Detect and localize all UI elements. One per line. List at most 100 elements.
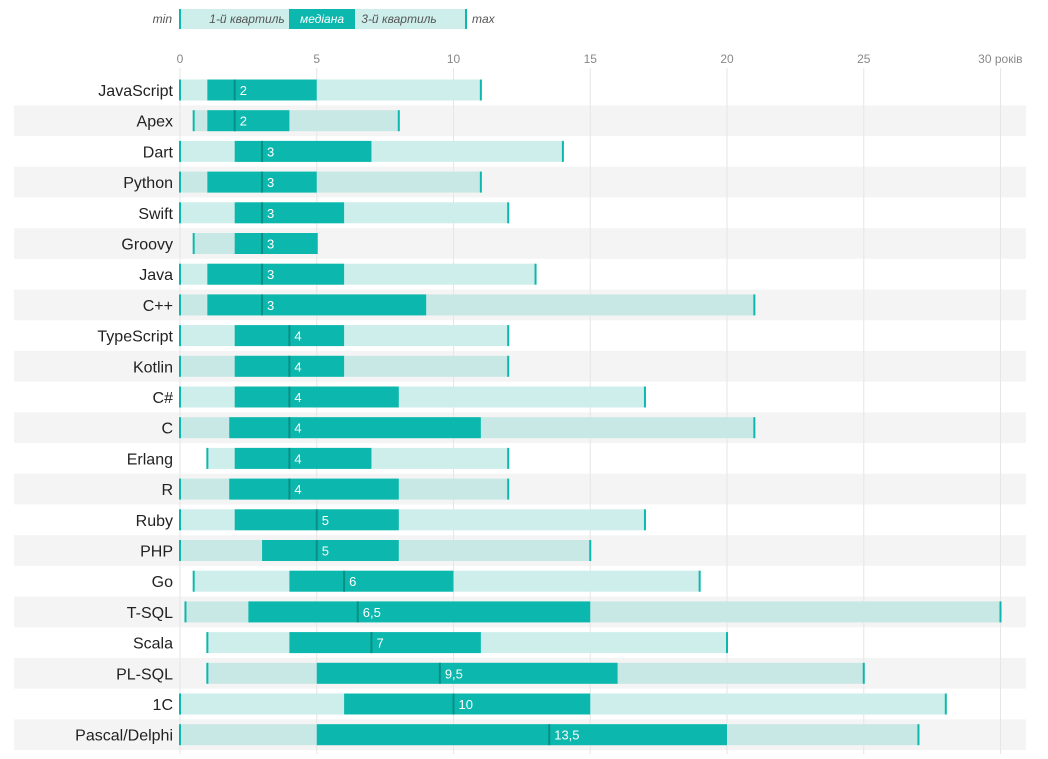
row-pascal-delphi: Pascal/Delphi 13,5: [75, 724, 920, 746]
median-label: 3: [267, 144, 274, 159]
row-apex: Apex 2: [137, 110, 400, 132]
iqr-bar: [234, 202, 345, 224]
category-label: Scala: [133, 636, 173, 653]
x-tick-label: 5: [313, 52, 320, 66]
iqr-bar: [234, 386, 399, 408]
row-erlang: Erlang 4: [127, 447, 510, 469]
median-label: 4: [294, 329, 301, 344]
legend-max-label: max: [472, 12, 496, 26]
category-label: R: [161, 482, 173, 499]
category-label: PHP: [140, 544, 173, 561]
category-label: Java: [139, 267, 173, 284]
legend-median-label: медіана: [300, 12, 344, 26]
row-1с: 1С 10: [153, 693, 947, 715]
median-label: 6,5: [363, 605, 381, 620]
category-label: Pascal/Delphi: [75, 728, 173, 745]
iqr-bar: [234, 447, 372, 469]
iqr-bar: [316, 662, 618, 684]
row-groovy: Groovy 3: [121, 233, 318, 254]
legend-iqr: [289, 9, 355, 29]
iqr-bar: [207, 294, 427, 316]
median-label: 3: [267, 206, 274, 221]
category-label: Dart: [143, 144, 174, 161]
iqr-bar: [262, 540, 399, 561]
row-go: Go 6: [152, 570, 701, 592]
row-typescript: TypeScript 4: [97, 325, 510, 347]
iqr-bar: [229, 417, 481, 439]
legend-min-label: min: [153, 12, 173, 26]
category-label: C#: [153, 390, 174, 407]
iqr-bar: [289, 570, 454, 592]
row-php: PHP 5: [140, 540, 592, 561]
iqr-bar: [207, 79, 317, 101]
category-label: Python: [123, 175, 173, 192]
median-label: 4: [294, 359, 301, 374]
median-label: 5: [322, 513, 329, 528]
row-dart: Dart 3: [143, 140, 564, 162]
row-python: Python 3: [123, 171, 482, 193]
median-label: 7: [376, 636, 383, 651]
category-label: Apex: [137, 114, 173, 131]
iqr-bar: [316, 724, 727, 746]
row-stripe: [14, 105, 1026, 137]
row-scala: Scala 7: [133, 632, 728, 654]
row-javascript: JavaScript 2: [98, 79, 482, 101]
legend: min 1-й квартиль медіана 3-й квартиль max: [153, 9, 496, 29]
category-label: PL-SQL: [116, 666, 173, 683]
row-kotlin: Kotlin 4: [133, 355, 510, 377]
row-c-: C++ 3: [143, 294, 756, 316]
category-label: C: [161, 421, 173, 438]
median-label: 3: [267, 237, 274, 252]
median-label: 3: [267, 175, 274, 190]
x-tick-label: 15: [584, 52, 598, 66]
iqr-bar: [248, 601, 591, 623]
median-label: 4: [294, 421, 301, 436]
iqr-bar: [229, 478, 399, 500]
category-label: 1С: [153, 697, 173, 714]
row-stripe: [14, 228, 1026, 259]
iqr-bar: [234, 233, 317, 254]
category-label: Erlang: [127, 451, 173, 468]
row-java: Java 3: [139, 263, 537, 285]
x-tick-label: 30 років: [978, 52, 1022, 66]
category-label: Groovy: [121, 237, 173, 254]
row-pl-sql: PL-SQL 9,5: [116, 662, 865, 684]
median-label: 2: [240, 83, 247, 98]
x-tick-label: 10: [447, 52, 461, 66]
median-label: 3: [267, 267, 274, 282]
category-label: Go: [152, 574, 173, 591]
iqr-bar: [289, 632, 481, 654]
category-label: T-SQL: [127, 605, 173, 622]
median-label: 4: [294, 451, 301, 466]
x-tick-label: 20: [720, 52, 734, 66]
x-tick-label: 25: [857, 52, 871, 66]
row-ruby: Ruby 5: [136, 509, 646, 531]
iqr-bar: [344, 693, 591, 715]
median-label: 10: [459, 697, 473, 712]
category-label: Swift: [138, 206, 173, 223]
legend-q1-label: 1-й квартиль: [209, 12, 284, 26]
median-label: 3: [267, 298, 274, 313]
row-t-sql: T-SQL 6,5: [127, 601, 1002, 623]
category-label: TypeScript: [97, 329, 173, 346]
median-label: 4: [294, 482, 301, 497]
median-label: 9,5: [445, 666, 463, 681]
category-label: Kotlin: [133, 359, 173, 376]
row-c-: C# 4: [153, 386, 646, 408]
median-label: 5: [322, 544, 329, 559]
iqr-bar: [207, 263, 345, 285]
category-label: Ruby: [136, 513, 173, 530]
category-label: C++: [143, 298, 173, 315]
legend-q3-label: 3-й квартиль: [361, 12, 436, 26]
iqr-bar: [234, 140, 372, 162]
row-swift: Swift 3: [138, 202, 510, 224]
median-label: 2: [240, 114, 247, 129]
category-label: JavaScript: [98, 83, 173, 100]
x-axis: 0 5 10 15 20 25 30 років: [177, 52, 1023, 66]
median-label: 6: [349, 574, 356, 589]
median-label: 4: [294, 390, 301, 405]
